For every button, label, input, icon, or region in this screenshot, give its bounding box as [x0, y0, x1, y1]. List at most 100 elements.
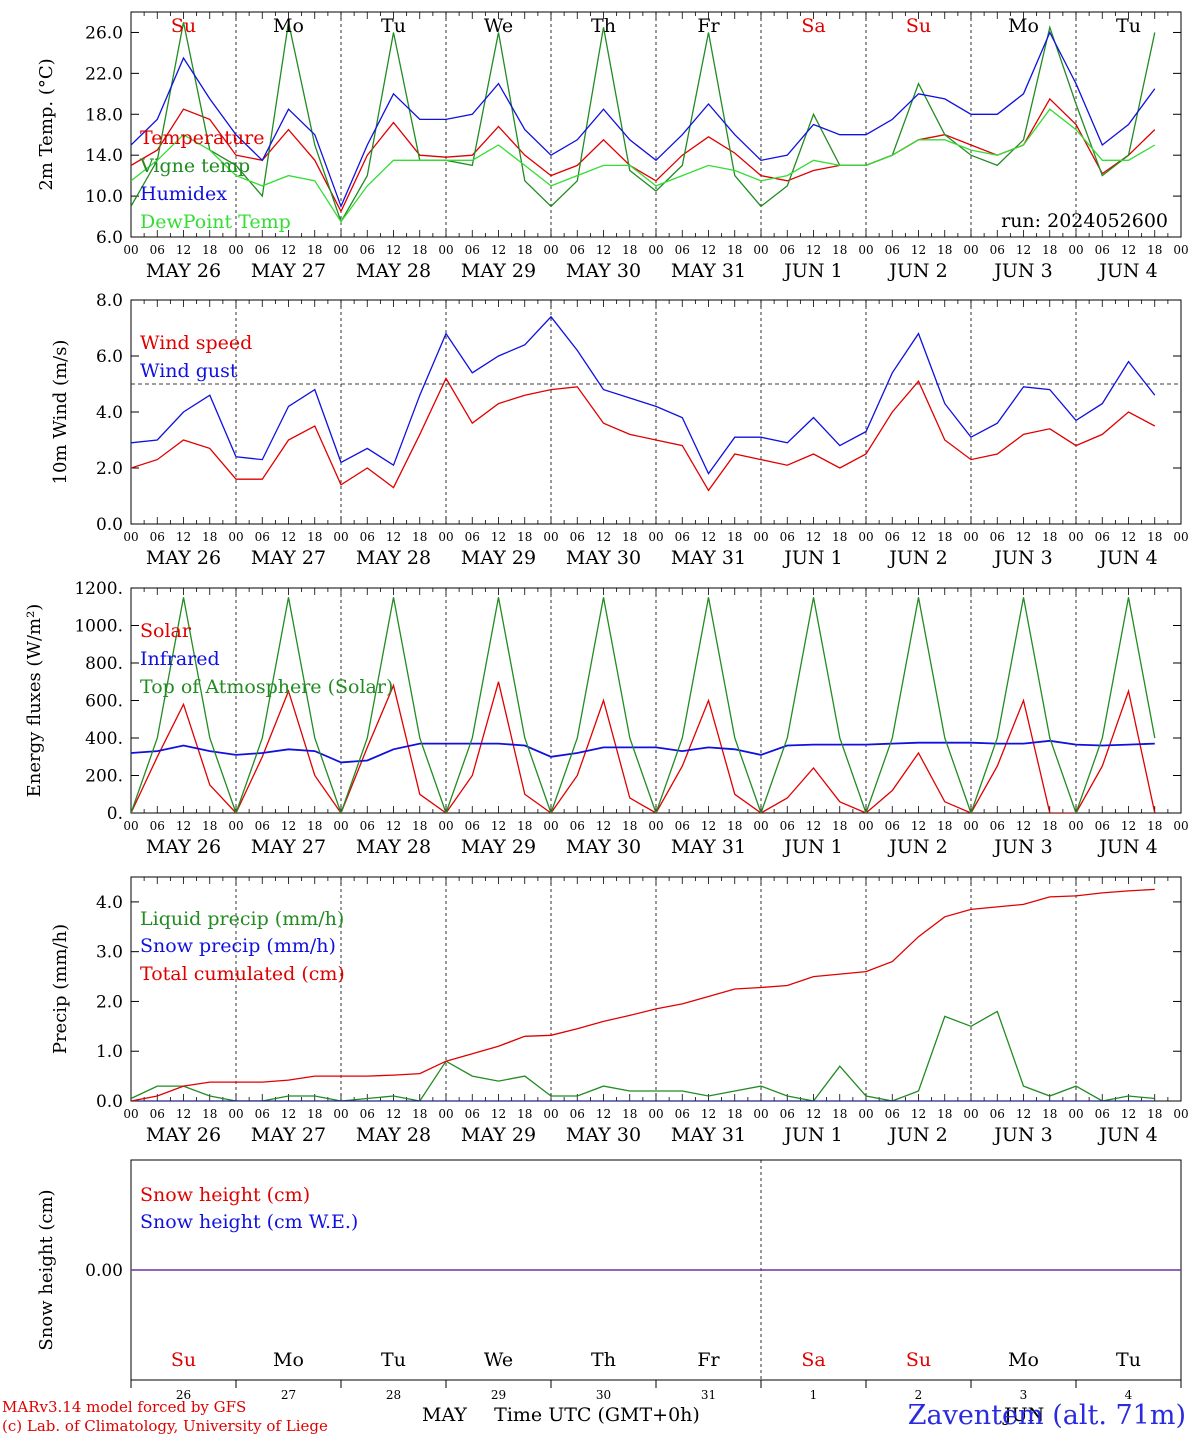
weekday-label: We — [484, 1349, 513, 1371]
hour-tick-label: 00 — [543, 819, 558, 833]
panel-frame — [130, 299, 1182, 525]
hour-tick-label: 06 — [255, 819, 270, 833]
hour-tick-label: 18 — [202, 243, 217, 257]
y-tick-label: 6.0 — [96, 347, 123, 367]
hour-tick-label: 12 — [911, 1107, 926, 1121]
hour-tick-label: 06 — [885, 1107, 900, 1121]
day-number-label: 1 — [810, 1388, 818, 1402]
hour-tick-label: 18 — [202, 1107, 217, 1121]
hour-tick-label: 18 — [412, 1107, 427, 1121]
hour-tick-label: 00 — [123, 819, 138, 833]
series-line-solar — [131, 681, 1156, 813]
hour-tick-label: 06 — [885, 243, 900, 257]
legend-entry: Humidex — [140, 183, 227, 205]
hour-tick-label: 06 — [150, 1107, 165, 1121]
date-tick-label: MAY 29 — [461, 547, 536, 569]
day-number-label: 26 — [176, 1388, 191, 1402]
y-tick-label: 14.0 — [85, 146, 123, 166]
date-tick-label: JUN 1 — [782, 547, 842, 569]
date-tick-label: MAY 29 — [461, 836, 536, 858]
hour-tick-label: 18 — [622, 243, 637, 257]
hour-tick-label: 06 — [780, 819, 795, 833]
hour-tick-label: 06 — [150, 243, 165, 257]
date-tick-label: MAY 28 — [356, 836, 431, 858]
hour-tick-label: 12 — [281, 530, 296, 544]
hour-tick-label: 00 — [753, 530, 768, 544]
hour-tick-label: 06 — [780, 243, 795, 257]
hour-tick-label: 06 — [150, 819, 165, 833]
hour-tick-label: 06 — [570, 819, 585, 833]
weekday-label: Su — [171, 15, 196, 37]
date-tick-label: JUN 1 — [782, 836, 842, 858]
day-number-label: 3 — [1020, 1388, 1028, 1402]
hour-tick-label: 18 — [1042, 243, 1057, 257]
date-tick-label: JUN 1 — [782, 1124, 842, 1146]
series-line-temperature — [131, 97, 1156, 213]
date-tick-label: JUN 3 — [992, 547, 1052, 569]
hour-tick-label: 18 — [622, 1107, 637, 1121]
date-tick-label: MAY 30 — [566, 1124, 641, 1146]
hour-tick-label: 12 — [911, 530, 926, 544]
hour-tick-label: 18 — [832, 530, 847, 544]
hour-tick-label: 18 — [517, 819, 532, 833]
hour-tick-label: 06 — [990, 1107, 1005, 1121]
date-tick-label: JUN 3 — [992, 836, 1052, 858]
station-title: Zaventem (alt. 71m) — [907, 1400, 1186, 1431]
hour-tick-label: 12 — [281, 1107, 296, 1121]
hour-tick-label: 18 — [412, 530, 427, 544]
date-tick-label: MAY 31 — [671, 1124, 746, 1146]
hour-tick-label: 18 — [202, 819, 217, 833]
hour-tick-label: 18 — [1042, 819, 1057, 833]
hour-tick-label: 18 — [1147, 819, 1162, 833]
day-number-label: 4 — [1125, 1388, 1133, 1402]
hour-tick-label: 12 — [596, 1107, 611, 1121]
hour-tick-label: 06 — [780, 1107, 795, 1121]
weekday-label: Th — [591, 1349, 616, 1371]
hour-tick-label: 00 — [1068, 530, 1083, 544]
y-tick-label: 1000. — [74, 617, 123, 637]
weekday-label: Tu — [1116, 15, 1141, 37]
day-number-label: 29 — [491, 1388, 506, 1402]
hour-tick-label: 18 — [1147, 1107, 1162, 1121]
weekday-label: Mo — [1008, 15, 1039, 37]
series-line-humidex — [131, 30, 1156, 209]
hour-tick-label: 18 — [832, 243, 847, 257]
series-line-dewpoint-temp — [131, 108, 1156, 223]
hour-tick-label: 18 — [202, 530, 217, 544]
hour-tick-label: 12 — [1121, 819, 1136, 833]
hour-tick-label: 12 — [491, 243, 506, 257]
hour-tick-label: 12 — [386, 530, 401, 544]
y-tick-label: 0.0 — [96, 1092, 123, 1112]
hour-tick-label: 18 — [307, 530, 322, 544]
day-number-label: 30 — [596, 1388, 611, 1402]
hour-tick-label: 12 — [596, 819, 611, 833]
y-tick-label: 6.0 — [96, 228, 123, 248]
y-tick-label: 22.0 — [85, 64, 123, 84]
day-number-label: 31 — [701, 1388, 716, 1402]
date-tick-label: MAY 27 — [251, 547, 326, 569]
weekday-label: Th — [591, 15, 616, 37]
hour-tick-label: 00 — [228, 530, 243, 544]
credit-line-2: (c) Lab. of Climatology, University of L… — [2, 1417, 328, 1435]
hour-tick-label: 00 — [543, 1107, 558, 1121]
hour-tick-label: 00 — [753, 1107, 768, 1121]
hour-tick-label: 00 — [753, 243, 768, 257]
hour-tick-label: 18 — [937, 819, 952, 833]
y-tick-label: 2.0 — [96, 992, 123, 1012]
hour-tick-label: 12 — [1121, 530, 1136, 544]
date-tick-label: MAY 30 — [566, 836, 641, 858]
hour-tick-label: 12 — [491, 819, 506, 833]
hour-tick-label: 00 — [438, 243, 453, 257]
weekday-label: Tu — [1116, 1349, 1141, 1371]
hour-tick-label: 18 — [727, 530, 742, 544]
hour-tick-label: 00 — [438, 1107, 453, 1121]
hour-tick-label: 18 — [1147, 530, 1162, 544]
y-tick-label: 200. — [85, 767, 123, 787]
hour-tick-label: 12 — [701, 243, 716, 257]
date-tick-label: JUN 4 — [1097, 1124, 1157, 1146]
hour-tick-label: 00 — [963, 530, 978, 544]
y-tick-label: 8.0 — [96, 291, 123, 311]
date-tick-label: JUN 3 — [992, 260, 1052, 282]
hour-tick-label: 00 — [963, 819, 978, 833]
hour-tick-label: 18 — [622, 819, 637, 833]
